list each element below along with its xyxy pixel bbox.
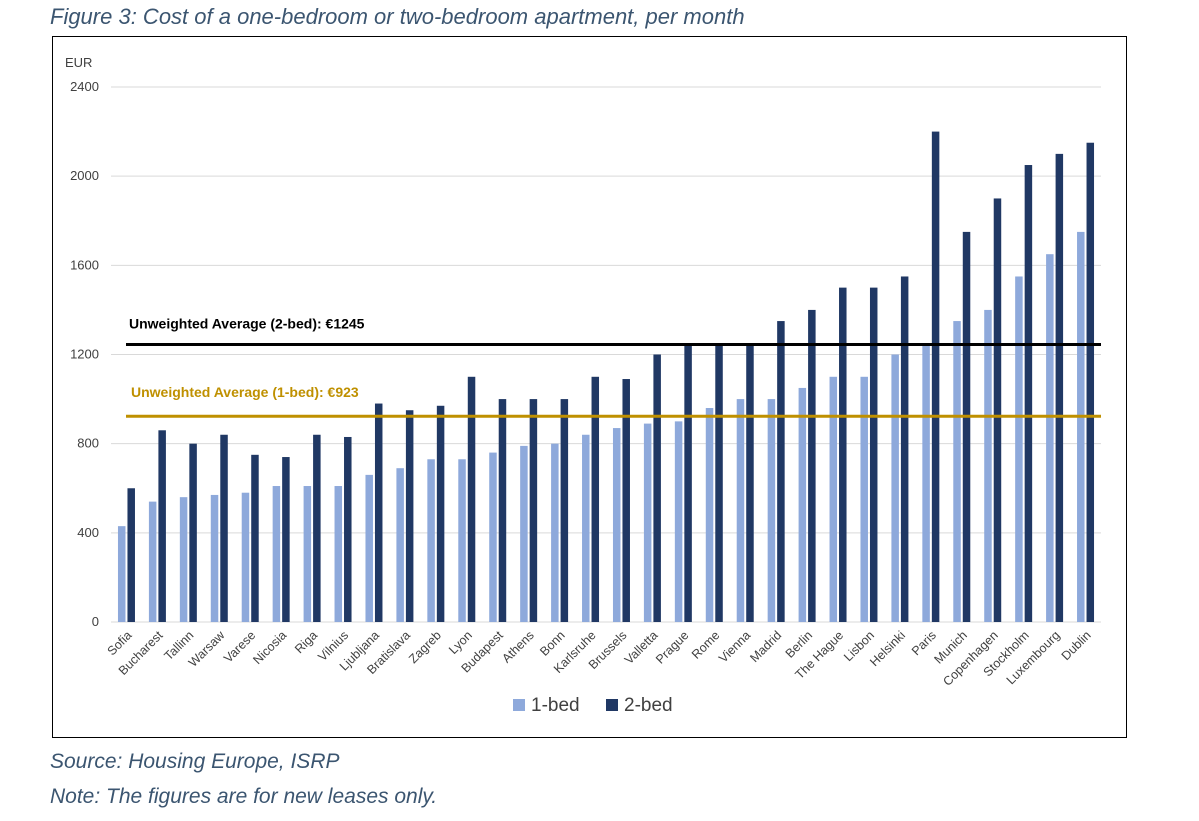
bar-1bed: [179, 497, 188, 622]
bar-1bed: [427, 459, 435, 622]
bar-2bed: [1086, 142, 1095, 622]
bar-1bed: [272, 486, 281, 622]
bar-1bed: [148, 501, 157, 622]
y-axis-label: EUR: [65, 55, 92, 70]
x-tick-label: Zagreb: [406, 628, 444, 666]
bar-1bed: [612, 428, 621, 622]
bar-2bed: [622, 379, 630, 622]
bar-2bed: [529, 399, 538, 622]
x-tick-label: Nicosia: [250, 628, 289, 667]
y-tick-label: 0: [92, 614, 99, 629]
x-tick-label: Madrid: [747, 628, 784, 665]
bar-chart: 04008001200160020002400EURSofiaBucharest…: [65, 55, 1101, 716]
x-tick-label: Vienna: [716, 628, 753, 665]
bar-1bed: [953, 321, 961, 622]
bar-2bed: [900, 276, 909, 622]
bar-2bed: [1024, 165, 1033, 623]
source-text: Source: Housing Europe, ISRP: [50, 750, 340, 773]
y-tick-label: 1600: [70, 257, 99, 272]
bar-1bed: [891, 354, 899, 622]
bar-1bed: [520, 445, 528, 622]
bar-2bed: [653, 354, 661, 622]
bar-1bed: [922, 345, 930, 622]
bar-1bed: [582, 434, 590, 622]
bar-1bed: [674, 421, 683, 622]
note-text: Note: The figures are for new leases onl…: [50, 785, 438, 808]
bar-1bed: [705, 408, 714, 622]
bar-2bed: [313, 434, 321, 622]
legend-label-1bed: 1-bed: [531, 695, 580, 716]
bar-2bed: [405, 410, 414, 622]
bar-1bed: [117, 526, 126, 622]
bar-1bed: [643, 423, 652, 622]
bar-1bed: [1077, 231, 1085, 623]
x-tick-label: Prague: [653, 628, 691, 666]
y-tick-label: 800: [77, 436, 99, 451]
bar-1bed: [396, 468, 404, 622]
bar-1bed: [303, 486, 312, 622]
bar-1bed: [241, 492, 250, 622]
bar-1bed: [458, 459, 466, 622]
bar-2bed: [684, 343, 692, 622]
bar-2bed: [808, 309, 816, 622]
bar-1bed: [210, 494, 219, 622]
bar-2bed: [962, 231, 971, 623]
x-tick-label: Valletta: [622, 628, 661, 667]
bar-1bed: [829, 376, 838, 622]
y-tick-label: 2000: [70, 168, 99, 183]
bar-2bed: [993, 198, 1002, 623]
legend-swatch-1bed: [513, 699, 525, 711]
bar-2bed: [344, 436, 352, 622]
bar-2bed: [931, 131, 940, 622]
y-tick-label: 2400: [70, 79, 99, 94]
legend-label-2bed: 2-bed: [624, 695, 673, 716]
y-tick-label: 1200: [70, 347, 99, 362]
bar-1bed: [736, 399, 745, 622]
bar-2bed: [777, 321, 785, 622]
bar-2bed: [374, 403, 383, 622]
bar-1bed: [1015, 276, 1023, 622]
bar-2bed: [467, 376, 476, 622]
bar-2bed: [591, 376, 600, 622]
bar-2bed: [746, 343, 754, 622]
bar-2bed: [436, 405, 445, 622]
bar-1bed: [551, 443, 559, 622]
bar-1bed: [489, 452, 497, 622]
chart-container: 0 400 800 1200 1600 2000 2400 EUR Sofia Bucharest…: [52, 36, 1127, 738]
x-tick-label: Athens: [499, 628, 536, 665]
y-tick-label: 400: [77, 525, 99, 540]
bar-2bed: [282, 457, 290, 622]
bar-2bed: [839, 287, 847, 622]
bar-1bed: [767, 399, 776, 622]
bar-2bed: [1055, 153, 1064, 622]
bar-2bed: [251, 454, 259, 622]
bar-2bed: [560, 399, 569, 622]
bar-1bed: [365, 474, 373, 622]
bar-1bed: [1046, 254, 1054, 622]
bar-2bed: [220, 434, 228, 622]
bar-2bed: [715, 343, 723, 622]
bar-1bed: [984, 309, 992, 622]
bar-2bed: [158, 430, 166, 622]
x-tick-label: Warsaw: [186, 628, 228, 670]
bar-1bed: [334, 486, 343, 622]
bar-1bed: [798, 387, 807, 622]
average-label-1bed: Unweighted Average (1-bed): €923: [131, 384, 359, 400]
legend-swatch-2bed: [606, 699, 618, 711]
bar-2bed: [498, 399, 507, 622]
bar-2bed: [869, 287, 878, 622]
average-label-2bed: Unweighted Average (2-bed): €1245: [129, 315, 365, 331]
bar-1bed: [860, 376, 868, 622]
bar-2bed: [189, 443, 197, 622]
bar-2bed: [127, 488, 135, 622]
figure-title: Figure 3: Cost of a one-bedroom or two-b…: [50, 4, 745, 29]
x-tick-label: Dublin: [1059, 628, 1094, 663]
